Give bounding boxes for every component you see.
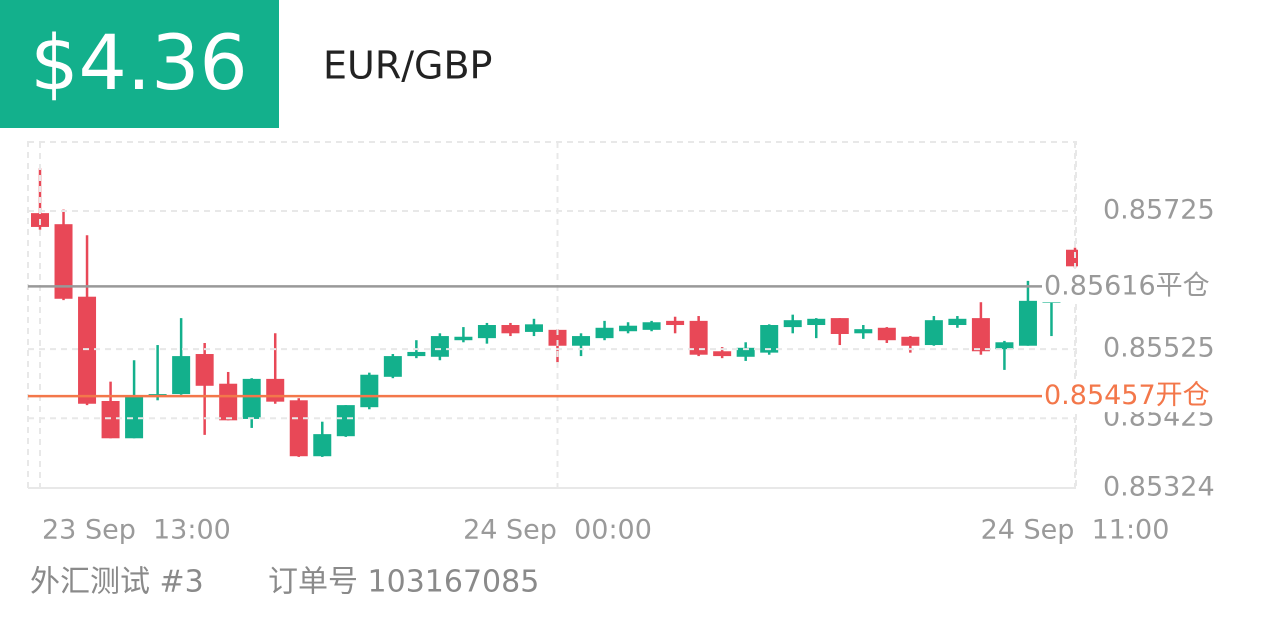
candle-body	[266, 378, 285, 402]
candle-body	[524, 324, 543, 332]
candle-body	[924, 320, 943, 346]
x-tick-label: 24 Sep 11:00	[981, 515, 1170, 546]
candle-body	[760, 325, 779, 353]
price-label-bg	[1042, 380, 1226, 413]
candle-body	[172, 356, 191, 395]
candle-body	[383, 356, 402, 377]
candle-body	[666, 320, 685, 326]
price-value: 0.85457	[1044, 380, 1156, 411]
candle-body	[995, 342, 1014, 350]
y-tick-label: 0.85324	[1103, 472, 1215, 503]
price-tag: 平仓	[1156, 270, 1210, 301]
candle-body	[477, 325, 496, 339]
profit-box	[0, 0, 279, 128]
candle-body	[78, 296, 97, 404]
candle-body	[430, 336, 449, 357]
candle-body	[501, 325, 520, 334]
price-label: 0.85457开仓	[1044, 380, 1210, 411]
candle-body	[736, 347, 755, 357]
candle-body	[454, 336, 473, 341]
candle-body	[783, 320, 802, 328]
candle-body	[336, 405, 355, 437]
candle-body	[830, 318, 849, 334]
candle-body	[54, 224, 73, 299]
candle-body	[101, 400, 120, 439]
candle-body	[619, 325, 638, 332]
x-tick-label: 23 Sep 13:00	[42, 515, 231, 546]
candle-body	[195, 354, 214, 386]
candle-body	[313, 434, 332, 457]
candle-body	[713, 351, 732, 357]
candle-body	[1018, 300, 1037, 346]
plot-frame	[27, 141, 1077, 489]
candle-body	[948, 318, 967, 326]
profit: $4.36	[30, 18, 248, 107]
candle-body	[219, 383, 238, 421]
candle-body	[595, 327, 614, 339]
candle-body	[689, 320, 708, 355]
candle-body	[971, 318, 990, 352]
y-tick-label: 0.85725	[1103, 195, 1215, 226]
candle-body	[360, 374, 379, 408]
candle-body	[407, 351, 426, 357]
candle-body	[642, 322, 661, 330]
candle-body	[125, 396, 144, 439]
candle-body	[877, 327, 896, 341]
candle-body	[548, 329, 567, 346]
candle-body	[572, 336, 591, 346]
candle-body	[901, 336, 920, 346]
candle-body	[807, 318, 826, 326]
account: 外汇测试 #3	[30, 565, 204, 600]
x-tick-label: 24 Sep 00:00	[463, 515, 652, 546]
candle-body	[242, 378, 261, 419]
price-tag: 开仓	[1156, 380, 1210, 411]
price-label: 0.85616平仓	[1044, 270, 1210, 301]
price-label-bg	[1042, 270, 1226, 303]
price-value: 0.85616	[1044, 270, 1156, 301]
order-number: 订单号 103167085	[268, 565, 539, 600]
y-tick-label: 0.85525	[1103, 333, 1215, 364]
symbol: EUR/GBP	[323, 44, 492, 88]
candle-body	[854, 329, 873, 334]
candle-body	[289, 400, 308, 457]
